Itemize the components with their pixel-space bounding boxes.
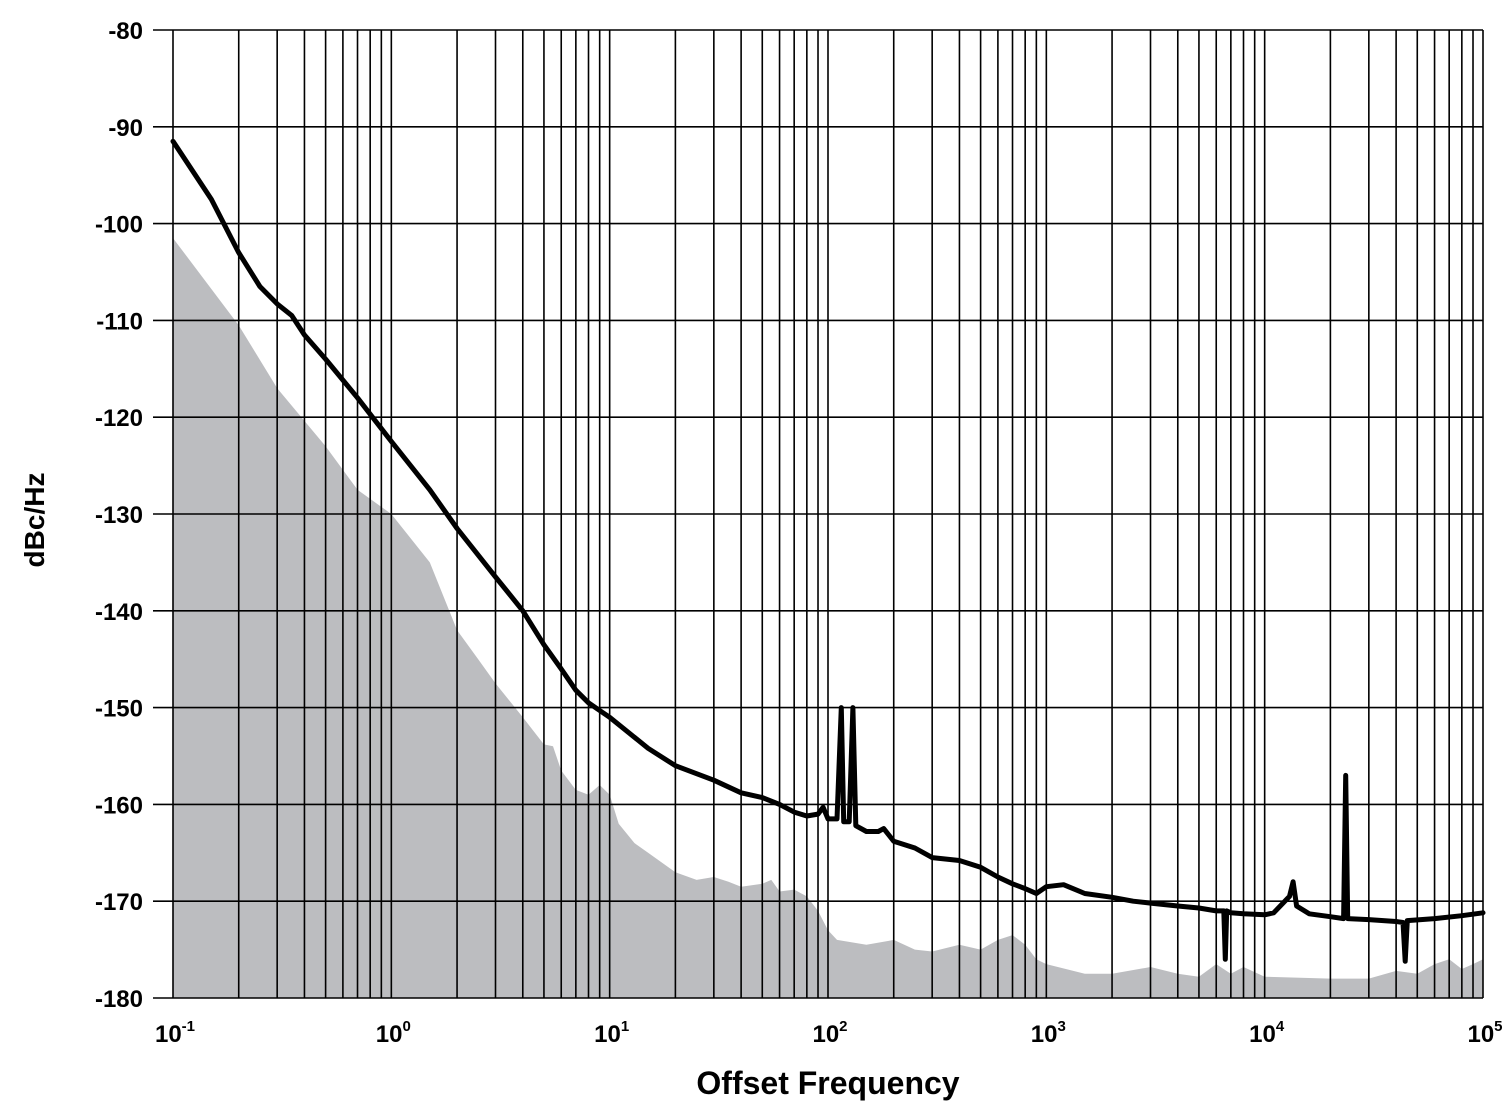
x-tick-label: 105	[1467, 1018, 1502, 1048]
y-tick-label: -170	[95, 889, 143, 916]
phase-noise-line	[170, 138, 1486, 964]
y-tick-labels: -80 -90 -100 -110 -120 -130 -140 -150 -160 -170 -1…	[95, 18, 143, 1013]
noise-floor-area-layer	[173, 238, 1483, 999]
x-tick-label: 100	[376, 1018, 411, 1048]
y-tick-label: -90	[108, 115, 143, 142]
y-tick-label: -80	[108, 18, 143, 45]
x-tick-label: 102	[812, 1018, 847, 1048]
y-tick-label: -150	[95, 696, 143, 723]
y-tick-label: -110	[96, 308, 143, 335]
x-axis-title: Offset Frequency	[696, 1065, 959, 1101]
y-tick-label: -160	[95, 792, 143, 819]
x-tick-label: 103	[1031, 1018, 1066, 1048]
y-tick-label: -140	[95, 599, 143, 626]
y-tick-label: -120	[95, 405, 143, 432]
grid-layer	[153, 29, 1484, 999]
y-tick-label: -180	[95, 986, 143, 1013]
noise-floor-area	[173, 238, 1483, 999]
y-tick-label: -130	[95, 502, 143, 529]
y-tick-label: -100	[95, 212, 143, 239]
x-tick-label: 10-1	[155, 1018, 195, 1048]
x-tick-labels: 10-1 100 101 102 103 104 105	[155, 1018, 1503, 1048]
x-tick-label: 104	[1249, 1018, 1285, 1048]
phase-noise-line-layer	[170, 138, 1486, 964]
y-axis-title: dBc/Hz	[19, 473, 50, 568]
x-tick-label: 101	[594, 1018, 629, 1048]
